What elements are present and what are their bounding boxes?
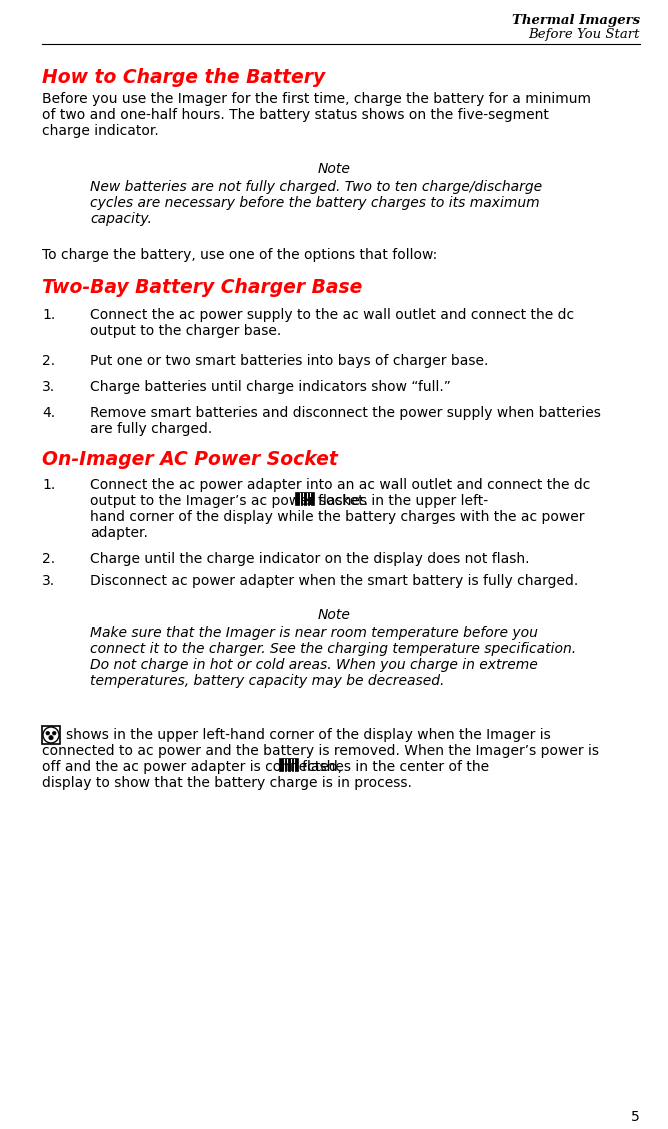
Text: 2.: 2. — [42, 552, 55, 566]
Text: flashes in the upper left-: flashes in the upper left- — [318, 495, 488, 508]
Text: 1.: 1. — [42, 308, 55, 322]
Circle shape — [49, 735, 53, 739]
Text: charge indicator.: charge indicator. — [42, 124, 159, 138]
Text: Remove smart batteries and disconnect the power supply when batteries: Remove smart batteries and disconnect th… — [90, 406, 601, 420]
Text: of two and one-half hours. The battery status shows on the five-segment: of two and one-half hours. The battery s… — [42, 108, 549, 122]
Text: On-Imager AC Power Socket: On-Imager AC Power Socket — [42, 450, 338, 469]
Text: cycles are necessary before the battery charges to its maximum: cycles are necessary before the battery … — [90, 196, 540, 210]
Text: Connect the ac power adapter into an ac wall outlet and connect the dc: Connect the ac power adapter into an ac … — [90, 478, 591, 492]
Text: hand corner of the display while the battery charges with the ac power: hand corner of the display while the bat… — [90, 510, 584, 524]
Text: Connect the ac power supply to the ac wall outlet and connect the dc: Connect the ac power supply to the ac wa… — [90, 308, 574, 322]
Text: Before You Start: Before You Start — [528, 28, 640, 41]
Text: capacity.: capacity. — [90, 212, 152, 226]
Text: Do not charge in hot or cold areas. When you charge in extreme: Do not charge in hot or cold areas. When… — [90, 658, 538, 672]
Text: Put one or two smart batteries into bays of charger base.: Put one or two smart batteries into bays… — [90, 355, 488, 368]
Text: 3.: 3. — [42, 574, 55, 588]
Text: Charge batteries until charge indicators show “full.”: Charge batteries until charge indicators… — [90, 380, 451, 394]
Text: How to Charge the Battery: How to Charge the Battery — [42, 68, 325, 87]
Text: adapter.: adapter. — [90, 526, 148, 540]
Text: 2.: 2. — [42, 355, 55, 368]
Circle shape — [53, 732, 56, 735]
Bar — [280, 759, 298, 771]
Text: Thermal Imagers: Thermal Imagers — [512, 14, 640, 27]
Text: Before you use the Imager for the first time, charge the battery for a minimum: Before you use the Imager for the first … — [42, 91, 591, 106]
Text: flashes in the center of the: flashes in the center of the — [302, 760, 489, 774]
Text: 3.: 3. — [42, 380, 55, 394]
Text: output to the charger base.: output to the charger base. — [90, 324, 281, 338]
Text: Disconnect ac power adapter when the smart battery is fully charged.: Disconnect ac power adapter when the sma… — [90, 574, 578, 588]
Circle shape — [46, 732, 49, 735]
Text: Note: Note — [317, 609, 351, 622]
Text: connect it to the charger. See the charging temperature specification.: connect it to the charger. See the charg… — [90, 642, 576, 656]
Text: New batteries are not fully charged. Two to ten charge/discharge: New batteries are not fully charged. Two… — [90, 180, 542, 194]
Text: Note: Note — [317, 161, 351, 176]
Text: are fully charged.: are fully charged. — [90, 422, 212, 436]
Bar — [296, 493, 314, 505]
Text: To charge the battery, use one of the options that follow:: To charge the battery, use one of the op… — [42, 248, 438, 262]
Text: display to show that the battery charge is in process.: display to show that the battery charge … — [42, 776, 412, 790]
Text: 5: 5 — [631, 1110, 640, 1124]
Text: Make sure that the Imager is near room temperature before you: Make sure that the Imager is near room t… — [90, 625, 538, 640]
Text: 1.: 1. — [42, 478, 55, 492]
Text: 4.: 4. — [42, 406, 55, 420]
Text: connected to ac power and the battery is removed. When the Imager’s power is: connected to ac power and the battery is… — [42, 744, 599, 758]
Text: temperatures, battery capacity may be decreased.: temperatures, battery capacity may be de… — [90, 674, 444, 688]
Text: output to the Imager’s ac power socket.: output to the Imager’s ac power socket. — [90, 495, 368, 508]
Text: off and the ac power adapter is connected,: off and the ac power adapter is connecte… — [42, 760, 342, 774]
Bar — [42, 726, 60, 744]
Text: Charge until the charge indicator on the display does not flash.: Charge until the charge indicator on the… — [90, 552, 530, 566]
Text: Two-Bay Battery Charger Base: Two-Bay Battery Charger Base — [42, 278, 362, 297]
Text: shows in the upper left-hand corner of the display when the Imager is: shows in the upper left-hand corner of t… — [66, 728, 550, 742]
